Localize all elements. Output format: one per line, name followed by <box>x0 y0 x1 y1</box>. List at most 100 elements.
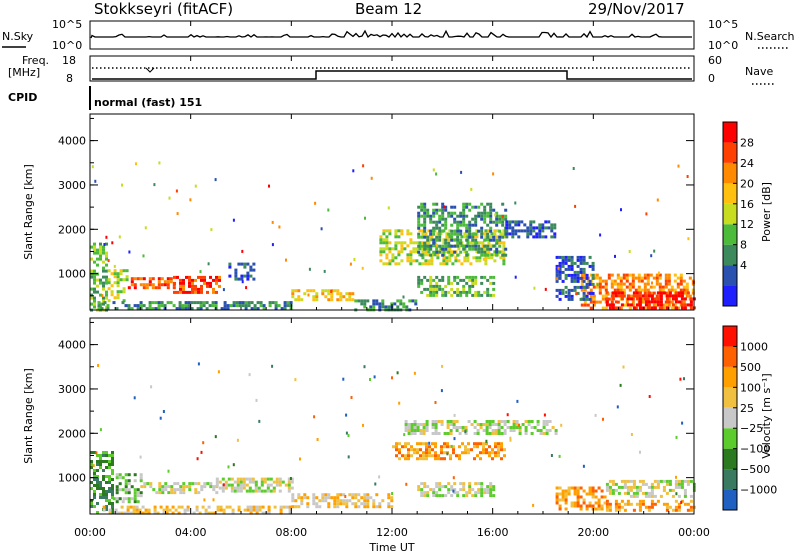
velocity-cell <box>680 500 683 504</box>
power-cell <box>406 232 410 236</box>
velocity-cell <box>111 472 114 475</box>
power-cell <box>429 220 433 224</box>
power-cell <box>274 304 278 308</box>
power-cell <box>450 244 454 248</box>
power-cell <box>580 288 584 292</box>
velocity-cell <box>173 482 177 486</box>
power-cell <box>448 253 452 257</box>
power-cell <box>450 235 454 239</box>
velocity-cell <box>458 426 462 429</box>
velocity-cell <box>93 472 96 475</box>
power-cell <box>570 258 574 262</box>
power-cell <box>471 278 475 282</box>
power-cell <box>127 304 131 308</box>
power-cell <box>426 208 430 212</box>
velocity-heatmap <box>90 362 696 515</box>
power-cell <box>462 205 466 209</box>
velocity-cell <box>555 498 559 502</box>
power-cell <box>526 229 530 233</box>
velocity-cell <box>300 502 304 506</box>
velocity-cell <box>413 420 417 423</box>
power-cell <box>616 288 620 292</box>
power-cell <box>426 293 430 297</box>
power-cell <box>361 266 364 270</box>
power-cell <box>492 275 496 279</box>
power-cell <box>544 287 547 291</box>
nsky-tick-bottom: 10^0 <box>52 39 82 52</box>
power-cell <box>435 281 439 285</box>
power-cell <box>268 304 272 308</box>
velocity-cell <box>530 420 534 423</box>
velocity-cell <box>108 481 111 484</box>
velocity-cell <box>473 457 476 461</box>
velocity-colorbar-tick-label: 25 <box>740 402 754 415</box>
power-cell <box>643 291 647 295</box>
power-cell <box>190 301 194 305</box>
power-cell <box>538 235 542 239</box>
power-cell <box>429 253 433 257</box>
power-cell <box>432 293 436 297</box>
power-cell <box>619 285 623 289</box>
power-cell <box>139 283 143 287</box>
power-cell <box>484 247 488 251</box>
power-cell <box>327 289 331 293</box>
power-cell <box>453 250 457 254</box>
power-cell <box>489 205 493 209</box>
station-title: Stokkseyri (fitACF) <box>94 0 233 18</box>
velocity-cell <box>629 494 633 498</box>
power-cell <box>477 244 481 248</box>
power-cell <box>541 223 545 227</box>
power-cell <box>442 259 446 263</box>
power-cell <box>480 253 484 257</box>
velocity-cell <box>99 463 102 466</box>
velocity-cell <box>420 491 424 495</box>
velocity-cell <box>662 502 666 506</box>
velocity-cell <box>548 420 552 423</box>
power-cell <box>605 303 609 307</box>
power-cell <box>223 307 227 311</box>
velocity-cell <box>425 454 428 458</box>
power-cell <box>480 235 484 239</box>
power-cell <box>474 220 478 224</box>
velocity-cell <box>249 511 253 515</box>
velocity-cell <box>623 479 627 483</box>
velocity-cell <box>639 450 641 454</box>
velocity-cell <box>102 505 106 509</box>
velocity-cell <box>608 508 612 512</box>
velocity-cell <box>153 511 157 515</box>
power-cell <box>588 255 592 259</box>
power-cell <box>432 208 436 212</box>
power-cell <box>493 250 497 254</box>
velocity-colorbar-segment <box>723 366 737 388</box>
power-cell <box>616 276 620 280</box>
velocity-cell <box>677 485 681 489</box>
power-cell <box>541 235 545 239</box>
velocity-cell <box>105 508 108 511</box>
power-cell <box>501 235 505 239</box>
power-cell <box>494 213 497 217</box>
velocity-cell <box>108 466 111 469</box>
power-cell <box>336 289 340 293</box>
power-cell <box>637 285 641 289</box>
velocity-cell <box>527 420 531 423</box>
velocity-cell <box>105 499 108 502</box>
power-cell <box>532 220 536 224</box>
power-cell <box>459 250 463 254</box>
power-cell <box>610 285 614 289</box>
power-cell <box>436 253 440 257</box>
power-cell <box>607 292 610 296</box>
power-cell <box>97 304 101 308</box>
velocity-cell <box>96 511 99 514</box>
power-cell <box>110 284 114 288</box>
power-cell <box>653 297 657 301</box>
power-cell <box>579 261 583 265</box>
velocity-cell <box>251 480 255 484</box>
power-cell <box>382 262 386 266</box>
velocity-cell <box>140 485 144 489</box>
power-cell <box>533 286 536 290</box>
power-cell <box>492 235 496 239</box>
velocity-cell <box>315 496 319 500</box>
velocity-cell <box>497 426 501 429</box>
power-cell <box>128 250 131 254</box>
power-cell <box>620 303 624 307</box>
